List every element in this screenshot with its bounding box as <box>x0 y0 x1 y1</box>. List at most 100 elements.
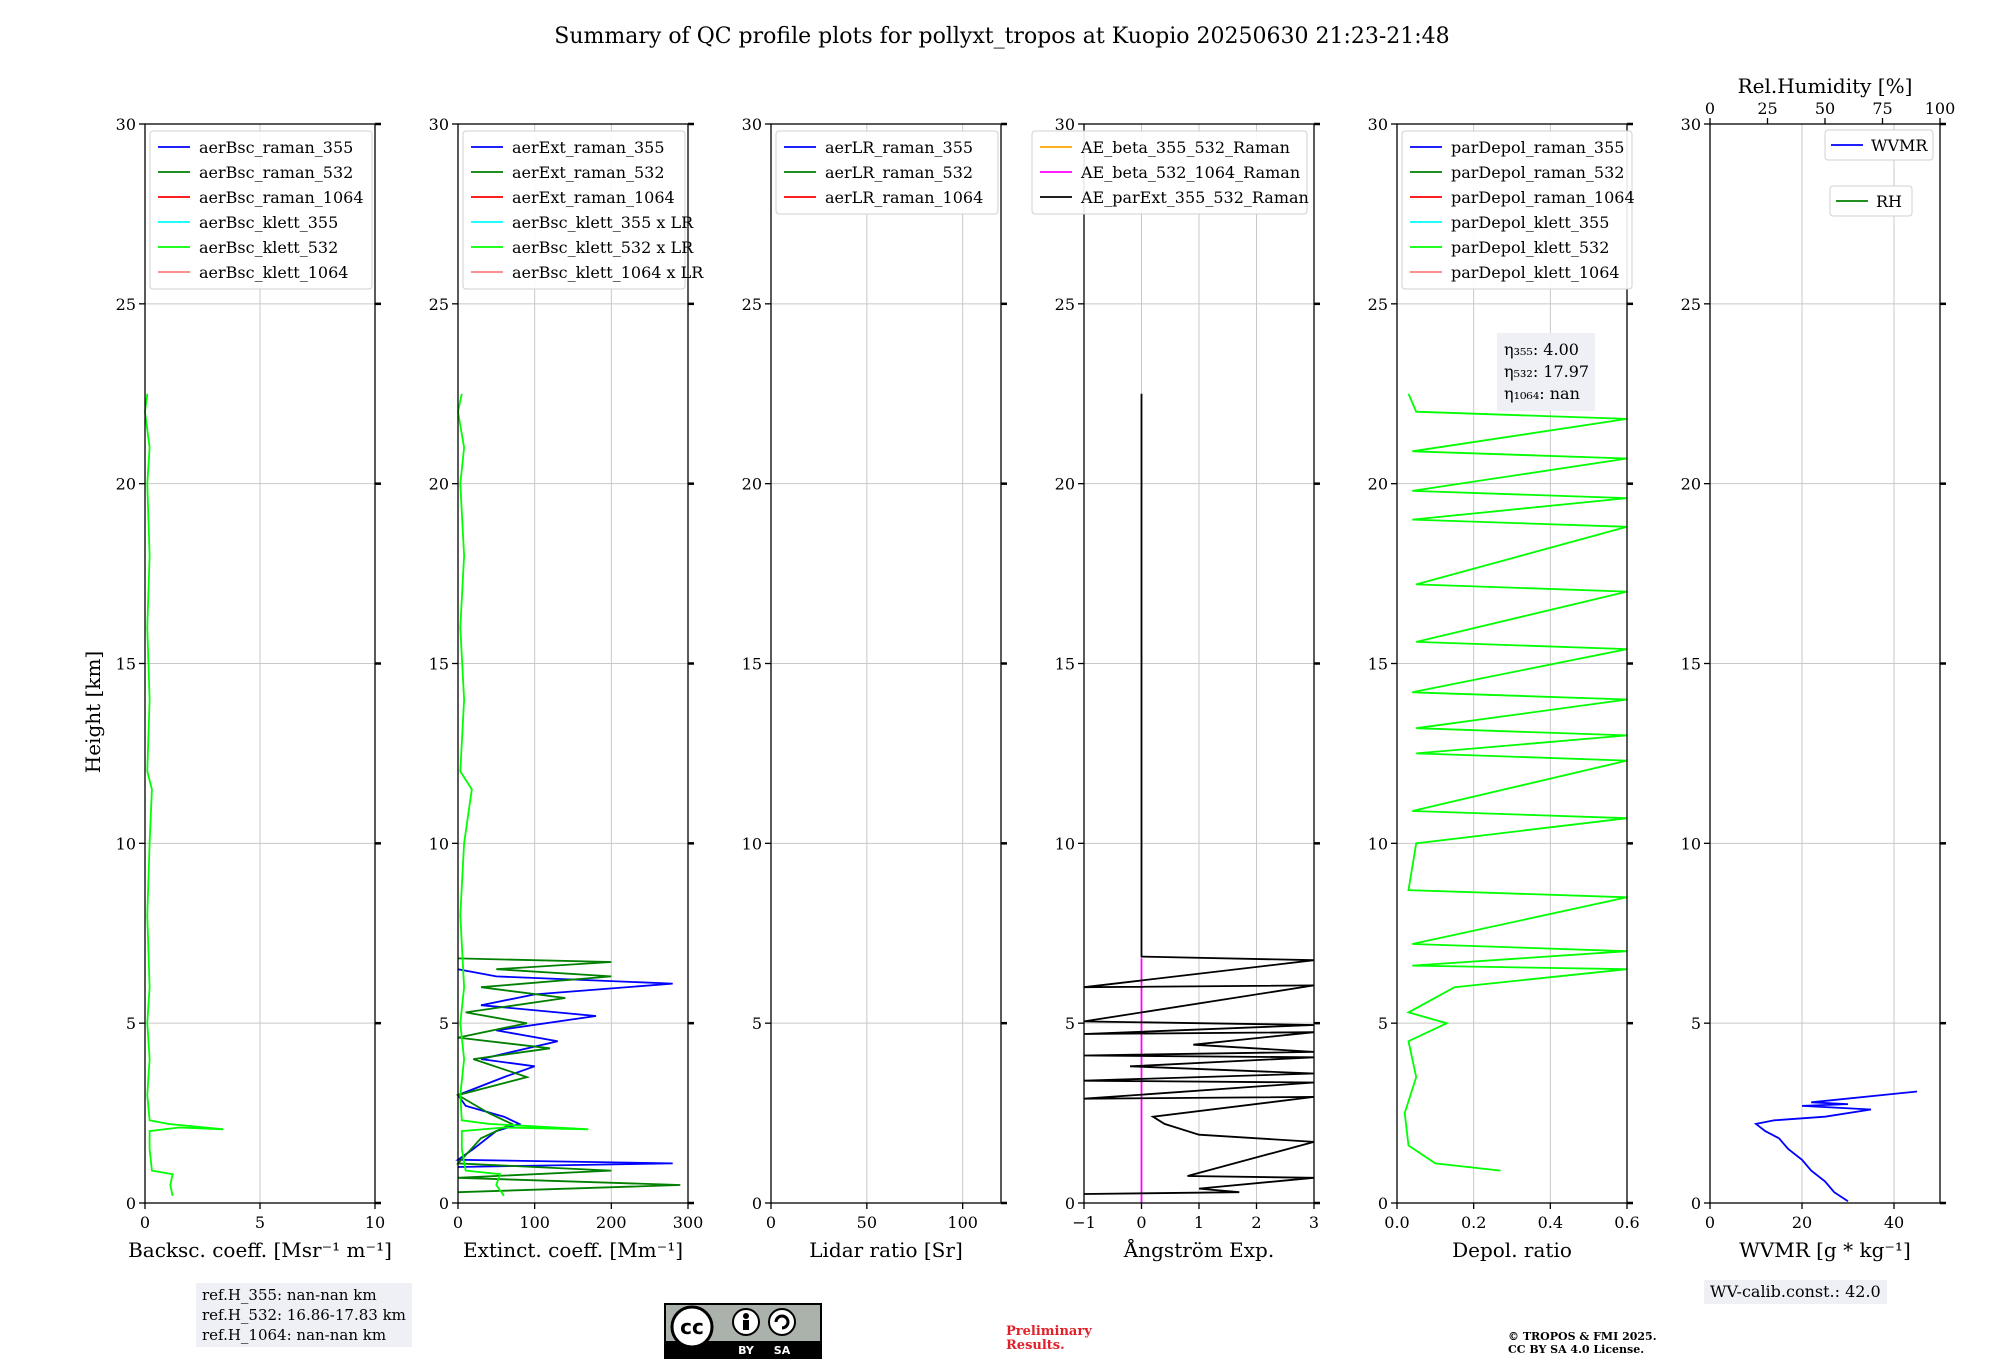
preliminary-note: Preliminary Results. <box>1006 1325 1092 1353</box>
x-tick-label: 3 <box>1309 1213 1319 1232</box>
legend-label: aerExt_raman_1064 <box>512 188 675 207</box>
x-tick-label: 0 <box>766 1213 776 1232</box>
legend-frame <box>149 130 373 290</box>
x-tick-label: 0.4 <box>1538 1213 1563 1232</box>
y-tick-label: 20 <box>742 475 762 494</box>
sa-arrow <box>774 1314 790 1330</box>
y-tick-label: 30 <box>1681 115 1701 134</box>
legend: aerLR_raman_355 aerLR_raman_532 aerLR_rama… <box>775 130 999 215</box>
legend-label: AE_parExt_355_532_Raman <box>1080 188 1309 207</box>
x-tick-label: 0 <box>1705 1213 1715 1232</box>
y-tick-label: 5 <box>126 1014 136 1033</box>
legend-frame <box>1031 130 1308 215</box>
y-tick-label: 5 <box>1691 1014 1701 1033</box>
badge-bottom <box>666 1341 820 1357</box>
y-tick-label: 20 <box>429 475 449 494</box>
y-tick-label: 15 <box>1681 655 1701 674</box>
y-tick-label: 5 <box>1065 1014 1075 1033</box>
y-tick-label: 15 <box>429 655 449 674</box>
x-tick-label: 5 <box>255 1213 265 1232</box>
legend-label: aerBsc_raman_355 <box>199 138 353 157</box>
legend-label: aerLR_raman_1064 <box>825 188 983 207</box>
copyright-line-2: CC BY SA 4.0 License. <box>1508 1343 1645 1356</box>
reference-height-box: ref.H_355: nan-nan km ref.H_532: 16.86-1… <box>196 1283 412 1347</box>
cc-license-badge: cc BY SA <box>664 1303 822 1359</box>
y-tick-label: 0 <box>1378 1194 1388 1213</box>
wv-calibration-text: WV-calib.const.: 42.0 <box>1710 1282 1881 1301</box>
x-axis-label: Ångström Exp. <box>1123 1237 1274 1262</box>
y-tick-label: 25 <box>429 295 449 314</box>
x2-tick-label: 75 <box>1872 99 1892 118</box>
legend-label: parDepol_klett_355 <box>1451 213 1609 232</box>
legend-label: aerBsc_klett_355 <box>199 213 338 232</box>
eta-line: η₁₀₆₄: nan <box>1504 384 1580 403</box>
legend-box-rh: RH <box>1829 185 1913 217</box>
ref-line-532: ref.H_532: 16.86-17.83 km <box>202 1306 406 1324</box>
legend-label: parDepol_klett_532 <box>1451 238 1609 257</box>
ref-line-1064: ref.H_1064: nan-nan km <box>202 1326 387 1344</box>
by-person-head <box>743 1313 749 1319</box>
y-tick-label: 30 <box>429 115 449 134</box>
sa-share-icon <box>768 1308 796 1336</box>
series-aerext-raman-532 <box>455 957 681 1194</box>
x2-tick-label: 50 <box>1815 99 1835 118</box>
legend-label: aerBsc_klett_1064 <box>199 263 348 282</box>
y-axis-label: Height [km] <box>81 651 105 773</box>
y-tick-label: 20 <box>1368 475 1388 494</box>
y-tick-label: 5 <box>752 1014 762 1033</box>
x-tick-label: −1 <box>1072 1213 1096 1232</box>
panel-3: 0 5 10 15 20 25 30 0 50 100 Lidar ratio [Sr] aerLR_… <box>742 115 1007 1262</box>
legend-frame <box>1824 129 1934 161</box>
eta-box <box>1497 333 1595 411</box>
x-tick-label: 0.2 <box>1461 1213 1486 1232</box>
y-tick-label: 25 <box>116 295 136 314</box>
figure-title: Summary of QC profile plots for pollyxt_… <box>554 24 1449 49</box>
cc-circle-icon <box>670 1305 714 1349</box>
legend-label: aerLR_raman_532 <box>825 163 973 182</box>
series-wvmr <box>1753 1090 1918 1202</box>
y-tick-label: 30 <box>116 115 136 134</box>
legend-label: RH <box>1876 192 1902 211</box>
legend: AE_beta_355_532_Raman AE_beta_532_1064_Ra… <box>1031 130 1309 215</box>
x-axis-label: Backsc. coeff. [Msr⁻¹ m⁻¹] <box>128 1238 392 1262</box>
y-tick-label: 20 <box>116 475 136 494</box>
x-tick-label: 20 <box>1792 1213 1812 1232</box>
legend-label: AE_beta_355_532_Raman <box>1080 138 1290 157</box>
series-pardepol-klett-532 <box>1403 393 1628 1172</box>
y-tick-label: 0 <box>1691 1194 1701 1213</box>
ref-line-355: ref.H_355: nan-nan km <box>202 1286 377 1304</box>
series-ae-parext-355-532-raman <box>1083 393 1315 1195</box>
legend-frame <box>1829 185 1913 217</box>
legend-box-wvmr: WVMR <box>1824 129 1934 161</box>
y-tick-label: 25 <box>1055 295 1075 314</box>
y-tick-label: 10 <box>429 834 449 853</box>
y-tick-label: 30 <box>1055 115 1075 134</box>
eta-annotation: η₃₅₅: 4.00 η₅₃₂: 17.97 η₁₀₆₄: nan <box>1497 333 1595 411</box>
x-tick-label: 2 <box>1251 1213 1261 1232</box>
legend: aerBsc_raman_355 aerBsc_raman_532 aerBsc_r… <box>149 130 373 290</box>
eta-line: η₅₃₂: 17.97 <box>1504 362 1589 381</box>
legend-label: WVMR <box>1871 136 1928 155</box>
legend-label: aerBsc_raman_1064 <box>199 188 364 207</box>
x-tick-label: 100 <box>947 1213 978 1232</box>
y-tick-label: 25 <box>742 295 762 314</box>
preliminary-line-1: Preliminary <box>1006 1324 1092 1339</box>
x-tick-label: 300 <box>673 1213 704 1232</box>
x-axis-label: Depol. ratio <box>1452 1238 1572 1262</box>
legend-frame <box>462 130 686 290</box>
x2-tick-label: 25 <box>1757 99 1777 118</box>
legend-label: aerExt_raman_532 <box>512 163 665 182</box>
by-text: BY <box>738 1344 755 1357</box>
x-tick-label: 0.0 <box>1384 1213 1409 1232</box>
legend-label: AE_beta_532_1064_Raman <box>1080 163 1300 182</box>
y-tick-label: 10 <box>1368 834 1388 853</box>
y-tick-label: 0 <box>126 1194 136 1213</box>
x-tick-label: 40 <box>1884 1213 1904 1232</box>
panel-1: 0 5 10 15 20 25 30 0 5 10 Backsc. coeff. [Msr⁻¹ m⁻… <box>116 115 392 1262</box>
y-tick-label: 10 <box>116 834 136 853</box>
y-tick-label: 10 <box>1681 834 1701 853</box>
y-tick-label: 5 <box>1378 1014 1388 1033</box>
panel-5: 0 5 10 15 20 25 30 0.0 0.2 0.4 0.6 Depol. ratio parD… <box>1368 115 1640 1262</box>
